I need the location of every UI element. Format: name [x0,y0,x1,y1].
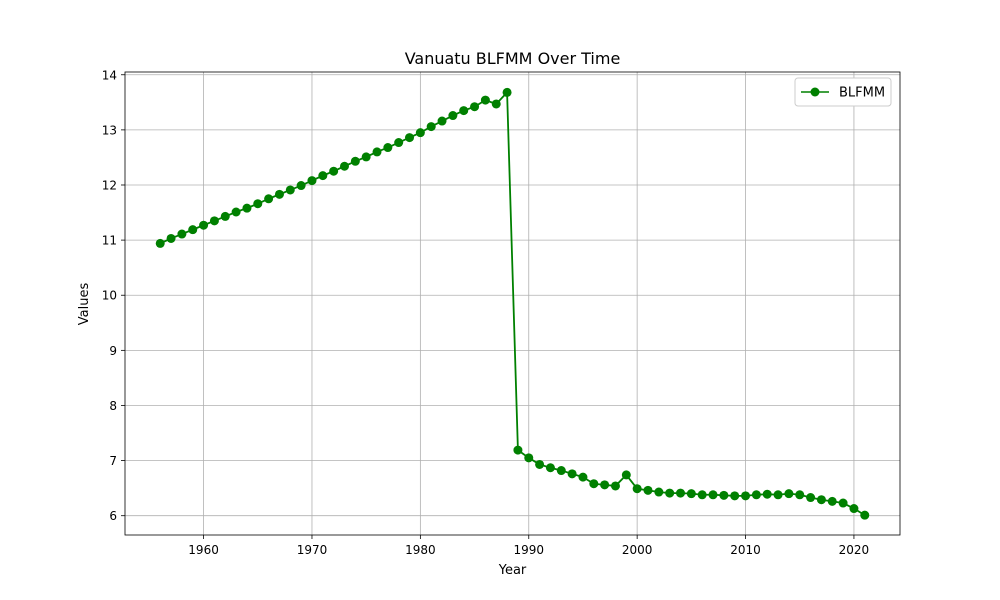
data-point [329,166,339,176]
data-point [556,466,566,476]
data-point [730,491,740,501]
data-point [220,211,230,221]
plot-area [155,87,870,520]
data-point [242,203,252,213]
y-tick-label: 12 [102,178,117,192]
data-point [535,459,545,469]
data-point [307,176,317,186]
data-point [339,161,349,171]
data-point [361,152,371,162]
legend-marker-swatch [810,87,820,97]
data-point [762,489,772,499]
y-tick-label: 6 [109,509,117,523]
data-point [253,199,263,209]
legend: BLFMM [794,77,892,107]
data-point [177,229,187,239]
x-tick-label: 1970 [297,543,328,557]
data-point [274,189,284,199]
data-point [524,453,534,463]
data-point [676,488,686,498]
data-point [199,220,209,230]
data-point [318,171,328,181]
legend-box [794,77,892,107]
data-point [708,490,718,500]
data-point [578,472,588,482]
data-point [470,102,480,112]
data-point [589,479,599,489]
chart-title: Vanuatu BLFMM Over Time [405,49,621,68]
data-point [643,485,653,495]
data-point [610,481,620,491]
data-point [296,181,306,191]
x-tick-label: 2000 [622,543,653,557]
data-point [795,490,805,500]
data-point [188,225,198,235]
axis-ticks: 1960 1970 1980 1990 2000 2010 2020 6 7 8 9 10 11 12 13… [102,68,901,557]
data-point [405,133,415,143]
data-point [654,487,664,497]
data-point [621,470,631,480]
data-point [394,138,404,148]
data-point [437,116,447,126]
data-point [697,490,707,500]
data-point [860,510,870,520]
data-point [784,489,794,499]
data-point [545,463,555,473]
axes-frame [124,71,901,536]
y-tick-label: 9 [109,344,117,358]
data-point [502,87,512,97]
data-point [264,194,274,204]
grid-lines [125,72,900,535]
data-point [632,484,642,494]
x-tick-label: 1990 [513,543,544,557]
data-point [285,185,295,195]
data-point [415,128,425,138]
y-tick-label: 11 [102,234,117,248]
data-point [773,490,783,500]
y-tick-label: 7 [109,454,117,468]
data-point [459,106,469,116]
data-point [665,488,675,498]
data-point [600,480,610,490]
data-point [209,216,219,226]
y-tick-label: 10 [102,289,117,303]
x-axis-label: Year [498,563,527,578]
y-tick-label: 8 [109,399,117,413]
data-point [372,147,382,157]
x-tick-label: 1980 [405,543,436,557]
data-point [827,496,837,506]
x-tick-label: 1960 [188,543,219,557]
data-point [350,156,360,166]
x-tick-label: 2010 [730,543,761,557]
data-point [166,233,176,243]
data-point [816,495,826,505]
data-point [567,469,577,479]
y-axis-label: Values [77,283,92,326]
data-point [480,95,490,105]
data-point [426,122,436,132]
y-tick-label: 13 [102,123,117,137]
data-point [383,143,393,153]
data-point [806,493,816,503]
data-point [741,491,751,501]
data-point [751,490,761,500]
x-tick-label: 2020 [839,543,870,557]
legend-label: BLFMM [839,86,885,101]
data-point [513,445,523,455]
data-point [448,111,458,121]
y-tick-label: 14 [102,68,117,82]
data-point [838,498,848,508]
data-point [686,489,696,499]
data-point [849,504,859,514]
data-point [719,490,729,500]
data-point [491,99,501,109]
data-point [231,207,241,217]
data-point [155,238,165,248]
